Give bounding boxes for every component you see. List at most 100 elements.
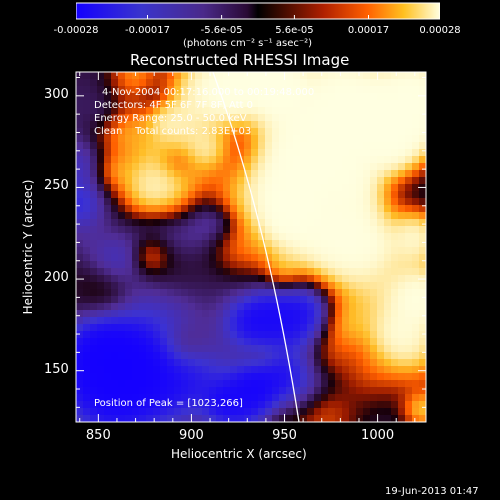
image-pixel [391,79,399,87]
image-pixel [83,254,91,262]
image-pixel [342,345,350,353]
image-pixel [384,338,392,346]
image-pixel [139,219,147,227]
image-pixel [160,212,168,220]
image-pixel [223,331,231,339]
image-pixel [209,289,217,297]
image-pixel [286,303,294,311]
image-pixel [349,86,357,94]
image-pixel [90,72,98,80]
image-pixel [251,261,259,269]
image-pixel [146,317,154,325]
image-pixel [293,331,301,339]
image-pixel [139,296,147,304]
image-pixel [335,261,343,269]
image-pixel [300,177,308,185]
image-pixel [349,121,357,129]
image-pixel [125,240,133,248]
image-pixel [188,226,196,234]
image-pixel [321,275,329,283]
image-pixel [398,121,406,129]
image-pixel [251,394,259,402]
image-pixel [90,296,98,304]
image-pixel [139,338,147,346]
image-pixel [307,324,315,332]
image-pixel [335,401,343,409]
image-pixel [125,198,133,206]
image-pixel [146,303,154,311]
image-pixel [118,275,126,283]
image-pixel [328,149,336,157]
image-pixel [153,366,161,374]
image-pixel [363,401,371,409]
image-pixel [90,149,98,157]
image-pixel [293,240,301,248]
image-pixel [118,408,126,416]
image-pixel [188,359,196,367]
image-pixel [132,156,140,164]
image-pixel [202,380,210,388]
image-pixel [188,303,196,311]
image-pixel [125,373,133,381]
image-pixel [398,135,406,143]
image-pixel [153,72,161,80]
image-pixel [104,415,112,422]
image-pixel [118,163,126,171]
image-pixel [195,387,203,395]
image-pixel [370,296,378,304]
image-pixel [405,212,413,220]
image-pixel [300,359,308,367]
image-pixel [223,254,231,262]
image-pixel [405,317,413,325]
image-pixel [139,282,147,290]
image-pixel [370,93,378,101]
image-pixel [83,163,91,171]
image-pixel [384,296,392,304]
image-pixel [335,282,343,290]
image-pixel [244,156,252,164]
image-pixel [335,170,343,178]
image-pixel [321,352,329,360]
image-pixel [195,191,203,199]
image-pixel [328,93,336,101]
image-pixel [160,359,168,367]
image-pixel [153,289,161,297]
image-pixel [328,394,336,402]
image-pixel [111,275,119,283]
image-pixel [356,170,364,178]
image-pixel [384,310,392,318]
image-pixel [293,233,301,241]
image-pixel [356,359,364,367]
image-pixel [405,177,413,185]
image-pixel [118,240,126,248]
image-pixel [132,163,140,171]
image-pixel [258,289,266,297]
image-pixel [97,212,105,220]
image-pixel [125,212,133,220]
image-pixel [363,233,371,241]
image-pixel [195,282,203,290]
image-pixel [349,128,357,136]
image-pixel [181,415,189,422]
image-pixel [104,324,112,332]
image-pixel [209,261,217,269]
image-pixel [398,275,406,283]
image-pixel [223,345,231,353]
image-pixel [272,156,280,164]
image-pixel [412,212,420,220]
image-pixel [265,289,273,297]
image-pixel [349,408,357,416]
image-pixel [258,100,266,108]
image-pixel [398,114,406,122]
image-pixel [314,394,322,402]
image-pixel [300,247,308,255]
image-pixel [153,142,161,150]
image-pixel [349,331,357,339]
image-pixel [314,156,322,164]
image-pixel [391,86,399,94]
image-pixel [97,275,105,283]
image-pixel [342,373,350,381]
image-pixel [377,107,385,115]
image-pixel [139,163,147,171]
image-pixel [286,296,294,304]
